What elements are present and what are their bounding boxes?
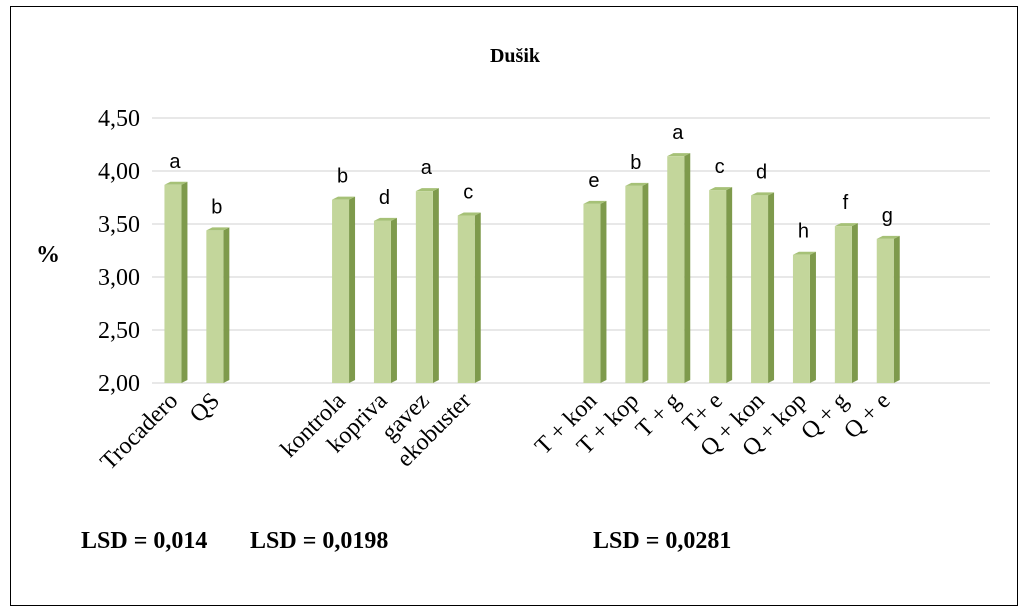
- bar: [332, 196, 356, 383]
- chart-title: Dušik: [490, 45, 541, 67]
- y-tick-label: 3,50: [98, 212, 140, 238]
- lsd-label-group-1: LSD = 0,014: [81, 528, 208, 554]
- x-tick-labels: Trocadero QS kontrolakoprivagavezekobuster…: [96, 388, 896, 476]
- x-tick-label: QS: [185, 388, 225, 428]
- x-tick-label: Trocadero: [96, 388, 184, 476]
- y-tick-label: 4,50: [98, 106, 140, 132]
- y-tick-label: 4,00: [98, 159, 140, 185]
- bar: [834, 223, 858, 383]
- significance-letter: b: [630, 152, 641, 174]
- significance-letter: f: [843, 192, 849, 214]
- bar: [751, 192, 775, 383]
- bar: [164, 181, 188, 383]
- bar: [583, 200, 607, 383]
- x-tick-label: Q + g: [796, 388, 853, 445]
- significance-letter: b: [211, 196, 222, 218]
- bar: [415, 188, 439, 383]
- bar: [206, 227, 230, 383]
- significance-letters: a b b d a c e b a c d h f g: [169, 122, 892, 243]
- gridlines: [152, 117, 990, 384]
- significance-letter: c: [715, 156, 725, 178]
- bar: [792, 251, 816, 383]
- lsd-label-group-3: LSD = 0,0281: [593, 528, 732, 554]
- bar: [625, 182, 649, 383]
- significance-letter: b: [337, 166, 348, 188]
- significance-letter: a: [421, 157, 433, 179]
- x-tick-label: T + g: [631, 388, 686, 443]
- significance-letter: a: [672, 122, 684, 144]
- bar: [709, 187, 733, 383]
- bar: [876, 235, 900, 383]
- y-tick-label: 2,00: [98, 371, 140, 397]
- lsd-label-group-2: LSD = 0,0198: [250, 528, 389, 554]
- y-tick-label: 3,00: [98, 265, 140, 291]
- significance-letter: h: [798, 221, 809, 243]
- bars: [164, 153, 900, 383]
- significance-letter: d: [379, 187, 390, 209]
- significance-letter: g: [882, 205, 893, 227]
- significance-letter: a: [169, 151, 181, 173]
- bar: [457, 212, 481, 383]
- y-tick-label: 2,50: [98, 318, 140, 344]
- y-tick-labels: 2,00 2,50 3,00 3,50 4,00 4,50: [98, 106, 140, 397]
- y-axis-label: %: [36, 242, 60, 268]
- bar: [373, 217, 397, 383]
- significance-letter: c: [463, 182, 473, 204]
- x-tick-label: Q + e: [839, 388, 895, 444]
- significance-letter: d: [756, 161, 767, 183]
- chart-svg: Dušik % 2,00 2,50 3,00 3,50 4,00 4,50 a b b d a c e…: [36, 45, 990, 476]
- bar: [667, 153, 691, 383]
- significance-letter: e: [588, 170, 599, 192]
